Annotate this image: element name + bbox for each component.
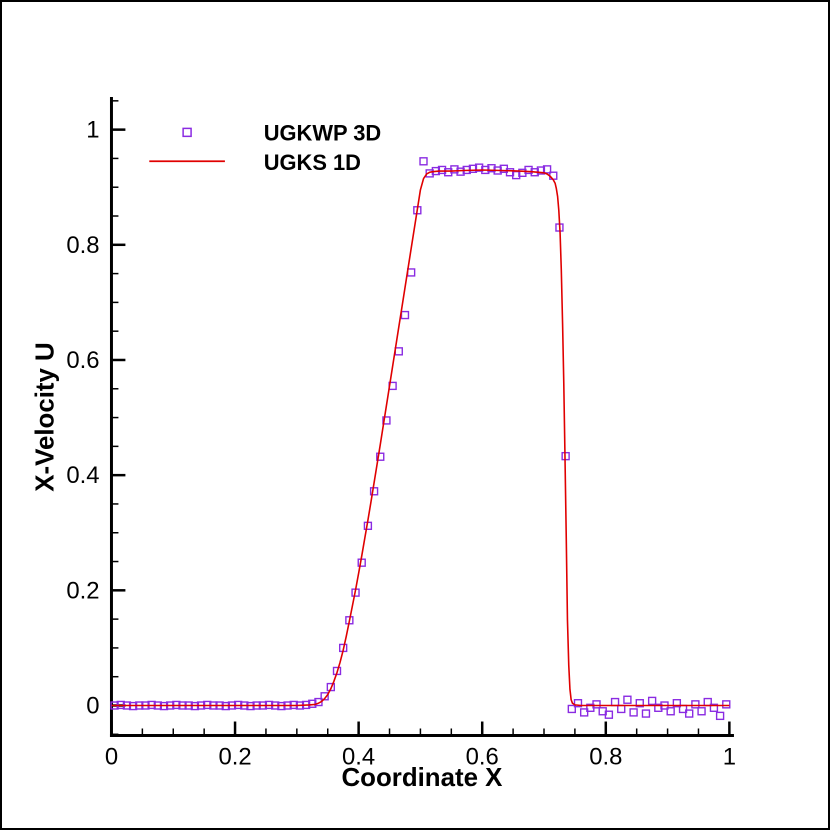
x-tick-label: 0.8 bbox=[589, 743, 622, 770]
data-marker bbox=[715, 711, 725, 721]
data-marker bbox=[320, 692, 329, 701]
y-tick-label: 0 bbox=[86, 692, 99, 719]
data-marker bbox=[722, 700, 731, 709]
data-marker bbox=[419, 157, 428, 166]
data-marker bbox=[394, 347, 403, 356]
data-marker bbox=[567, 704, 576, 714]
x-tick-label: 0.6 bbox=[466, 743, 499, 770]
axes-layer: 0 0.2 0.4 0.6 0.8 1 0 0.2 0.4 0.6 0.8 1 bbox=[66, 100, 736, 770]
legend: UGKWP 3D UGKS 1D bbox=[149, 120, 381, 175]
data-marker bbox=[369, 487, 379, 496]
y-tick-label: 0.8 bbox=[66, 232, 99, 259]
data-marker bbox=[672, 699, 682, 708]
data-marker bbox=[685, 709, 694, 718]
data-marker bbox=[573, 699, 583, 708]
data-marker bbox=[468, 164, 478, 173]
data-marker bbox=[604, 710, 614, 719]
x-tick-label: 1 bbox=[723, 743, 736, 770]
data-marker bbox=[635, 699, 644, 708]
y-tick-label: 0.6 bbox=[66, 347, 99, 374]
data-marker bbox=[691, 700, 700, 709]
y-tick-label: 0.4 bbox=[66, 462, 99, 489]
data-marker bbox=[382, 416, 391, 425]
x-tick-label: 0.2 bbox=[218, 743, 251, 770]
series-layer bbox=[110, 157, 731, 721]
legend-label-ugks: UGKS 1D bbox=[264, 150, 361, 175]
y-tick-label: 0.2 bbox=[66, 577, 99, 604]
data-marker bbox=[629, 708, 638, 717]
data-marker bbox=[326, 682, 336, 692]
data-marker bbox=[579, 708, 589, 717]
data-marker bbox=[437, 165, 447, 175]
data-marker bbox=[666, 707, 675, 716]
data-marker bbox=[592, 700, 601, 709]
data-marker bbox=[474, 163, 484, 172]
data-marker bbox=[536, 166, 546, 175]
x-tick-label: 0 bbox=[105, 743, 118, 770]
legend-label-ugkwp: UGKWP 3D bbox=[264, 120, 381, 145]
data-marker bbox=[542, 165, 552, 174]
data-marker bbox=[400, 310, 410, 320]
x-tick-label: 0.4 bbox=[342, 743, 375, 770]
y-axis-title: X-Velocity U bbox=[32, 342, 60, 491]
data-marker bbox=[456, 167, 465, 176]
data-marker bbox=[697, 707, 706, 716]
series-line-ugks-1d bbox=[111, 169, 730, 707]
data-marker bbox=[641, 709, 651, 718]
x-axis-title: Coordinate X bbox=[342, 764, 504, 792]
data-marker bbox=[487, 164, 496, 173]
data-marker bbox=[610, 697, 620, 707]
data-marker bbox=[406, 268, 416, 277]
data-marker bbox=[617, 704, 626, 714]
data-marker bbox=[524, 165, 533, 175]
legend-marker-sample-icon bbox=[182, 127, 192, 138]
data-marker bbox=[647, 696, 657, 706]
y-tick-label: 1 bbox=[86, 117, 99, 144]
data-marker bbox=[450, 165, 459, 174]
data-marker bbox=[376, 452, 385, 461]
data-marker bbox=[654, 703, 663, 712]
data-marker bbox=[709, 703, 719, 712]
data-marker bbox=[623, 695, 632, 704]
